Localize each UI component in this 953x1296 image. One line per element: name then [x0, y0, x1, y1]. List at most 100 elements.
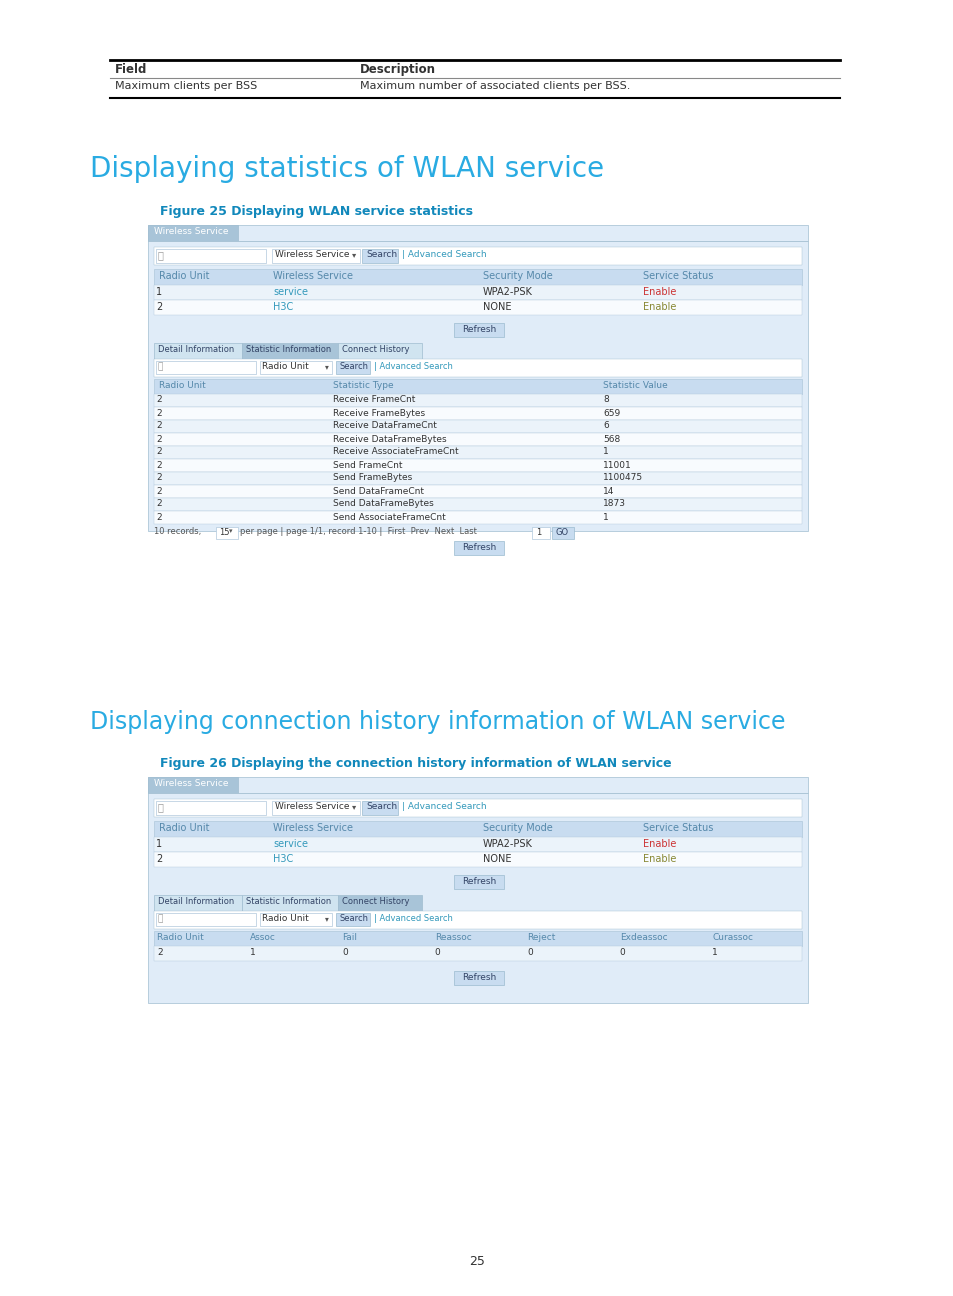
Text: Enable: Enable: [642, 302, 676, 312]
Text: 2: 2: [156, 447, 161, 456]
Text: 1: 1: [156, 839, 162, 849]
Text: ⌕: ⌕: [158, 914, 163, 923]
Bar: [153, 498, 801, 511]
Bar: [454, 875, 503, 889]
Text: 1: 1: [250, 947, 255, 956]
Text: Receive FrameCnt: Receive FrameCnt: [333, 395, 415, 404]
Text: 0: 0: [342, 947, 348, 956]
Text: Figure 25 Displaying WLAN service statistics: Figure 25 Displaying WLAN service statis…: [160, 205, 473, 218]
Text: 1: 1: [602, 512, 608, 521]
Text: Assoc: Assoc: [250, 933, 275, 942]
Text: Receive FrameBytes: Receive FrameBytes: [333, 408, 425, 417]
Text: Radio Unit: Radio Unit: [262, 362, 309, 371]
Text: Send DataFrameBytes: Send DataFrameBytes: [333, 499, 434, 508]
Text: ▾: ▾: [352, 250, 355, 259]
Text: ▾: ▾: [352, 802, 355, 811]
Text: Service Status: Service Status: [642, 823, 713, 833]
Text: Refresh: Refresh: [461, 543, 496, 552]
Bar: [337, 896, 421, 911]
Text: Send FrameCnt: Send FrameCnt: [333, 460, 402, 469]
Bar: [153, 248, 801, 264]
Bar: [454, 971, 503, 985]
Text: WPA2-PSK: WPA2-PSK: [482, 286, 533, 297]
Text: Receive DataFrameCnt: Receive DataFrameCnt: [333, 421, 436, 430]
Text: 2: 2: [156, 302, 162, 312]
Bar: [153, 446, 801, 459]
Text: 1100475: 1100475: [602, 473, 642, 482]
Bar: [260, 912, 332, 927]
Text: Curassoc: Curassoc: [712, 933, 753, 942]
Bar: [361, 801, 397, 815]
Text: Radio Unit: Radio Unit: [262, 914, 309, 923]
Text: 0: 0: [527, 947, 533, 956]
Text: Detail Information: Detail Information: [158, 897, 234, 906]
Text: 2: 2: [156, 408, 161, 417]
Bar: [215, 527, 237, 539]
Text: Field: Field: [115, 64, 147, 76]
Text: Maximum number of associated clients per BSS.: Maximum number of associated clients per…: [359, 80, 630, 91]
Text: 14: 14: [602, 486, 614, 495]
Bar: [260, 362, 332, 375]
Text: Displaying statistics of WLAN service: Displaying statistics of WLAN service: [90, 156, 603, 183]
Text: Detail Information: Detail Information: [158, 345, 234, 354]
Text: 2: 2: [156, 421, 161, 430]
Text: NONE: NONE: [482, 854, 511, 864]
Text: Statistic Type: Statistic Type: [333, 381, 394, 390]
Text: Maximum clients per BSS: Maximum clients per BSS: [115, 80, 257, 91]
Text: Enable: Enable: [642, 854, 676, 864]
Text: Radio Unit: Radio Unit: [157, 933, 204, 942]
Bar: [335, 362, 370, 375]
Bar: [153, 420, 801, 433]
Bar: [153, 459, 801, 472]
Text: Displaying connection history information of WLAN service: Displaying connection history informatio…: [90, 710, 784, 734]
Text: ▾: ▾: [325, 914, 329, 923]
Bar: [148, 778, 807, 793]
Text: Statistic Value: Statistic Value: [602, 381, 667, 390]
Bar: [454, 540, 503, 555]
Text: | Advanced Search: | Advanced Search: [401, 802, 486, 811]
Text: Service Status: Service Status: [642, 271, 713, 281]
Text: 568: 568: [602, 434, 619, 443]
Bar: [153, 800, 801, 816]
Bar: [153, 394, 801, 407]
Text: Radio Unit: Radio Unit: [159, 823, 210, 833]
Bar: [153, 851, 801, 867]
Text: 1: 1: [536, 527, 540, 537]
Text: Search: Search: [339, 914, 369, 923]
Text: WPA2-PSK: WPA2-PSK: [482, 839, 533, 849]
Text: Figure 26 Displaying the connection history information of WLAN service: Figure 26 Displaying the connection hist…: [160, 757, 671, 770]
Text: Connect History: Connect History: [341, 345, 409, 354]
Text: 8: 8: [602, 395, 608, 404]
Text: Wireless Service: Wireless Service: [274, 802, 349, 811]
Text: 6: 6: [602, 421, 608, 430]
Text: Search: Search: [366, 250, 396, 259]
Text: Send AssociateFrameCnt: Send AssociateFrameCnt: [333, 512, 445, 521]
Text: 2: 2: [156, 486, 161, 495]
Text: Enable: Enable: [642, 286, 676, 297]
Text: Receive AssociateFrameCnt: Receive AssociateFrameCnt: [333, 447, 458, 456]
Bar: [156, 362, 255, 375]
Text: 2: 2: [156, 499, 161, 508]
Text: Security Mode: Security Mode: [482, 271, 552, 281]
Text: ⌕: ⌕: [158, 362, 163, 371]
Text: per page | page 1/1, record 1-10 |  First  Prev  Next  Last: per page | page 1/1, record 1-10 | First…: [240, 527, 476, 537]
Bar: [153, 946, 801, 962]
Text: 11001: 11001: [602, 460, 631, 469]
Text: Exdeassoc: Exdeassoc: [619, 933, 667, 942]
Text: Receive DataFrameBytes: Receive DataFrameBytes: [333, 434, 446, 443]
Text: H3C: H3C: [273, 854, 293, 864]
Text: Fail: Fail: [342, 933, 356, 942]
Text: Wireless Service: Wireless Service: [153, 779, 229, 788]
Text: Refresh: Refresh: [461, 877, 496, 886]
Bar: [153, 837, 801, 851]
Text: | Advanced Search: | Advanced Search: [374, 362, 453, 371]
Text: 2: 2: [156, 473, 161, 482]
Text: 2: 2: [156, 460, 161, 469]
Bar: [153, 270, 801, 285]
Bar: [153, 433, 801, 446]
Text: Wireless Service: Wireless Service: [273, 271, 353, 281]
Text: 10 records,: 10 records,: [153, 527, 201, 537]
Text: Refresh: Refresh: [461, 325, 496, 334]
Text: GO: GO: [556, 527, 569, 537]
Text: Statistic Information: Statistic Information: [246, 345, 331, 354]
